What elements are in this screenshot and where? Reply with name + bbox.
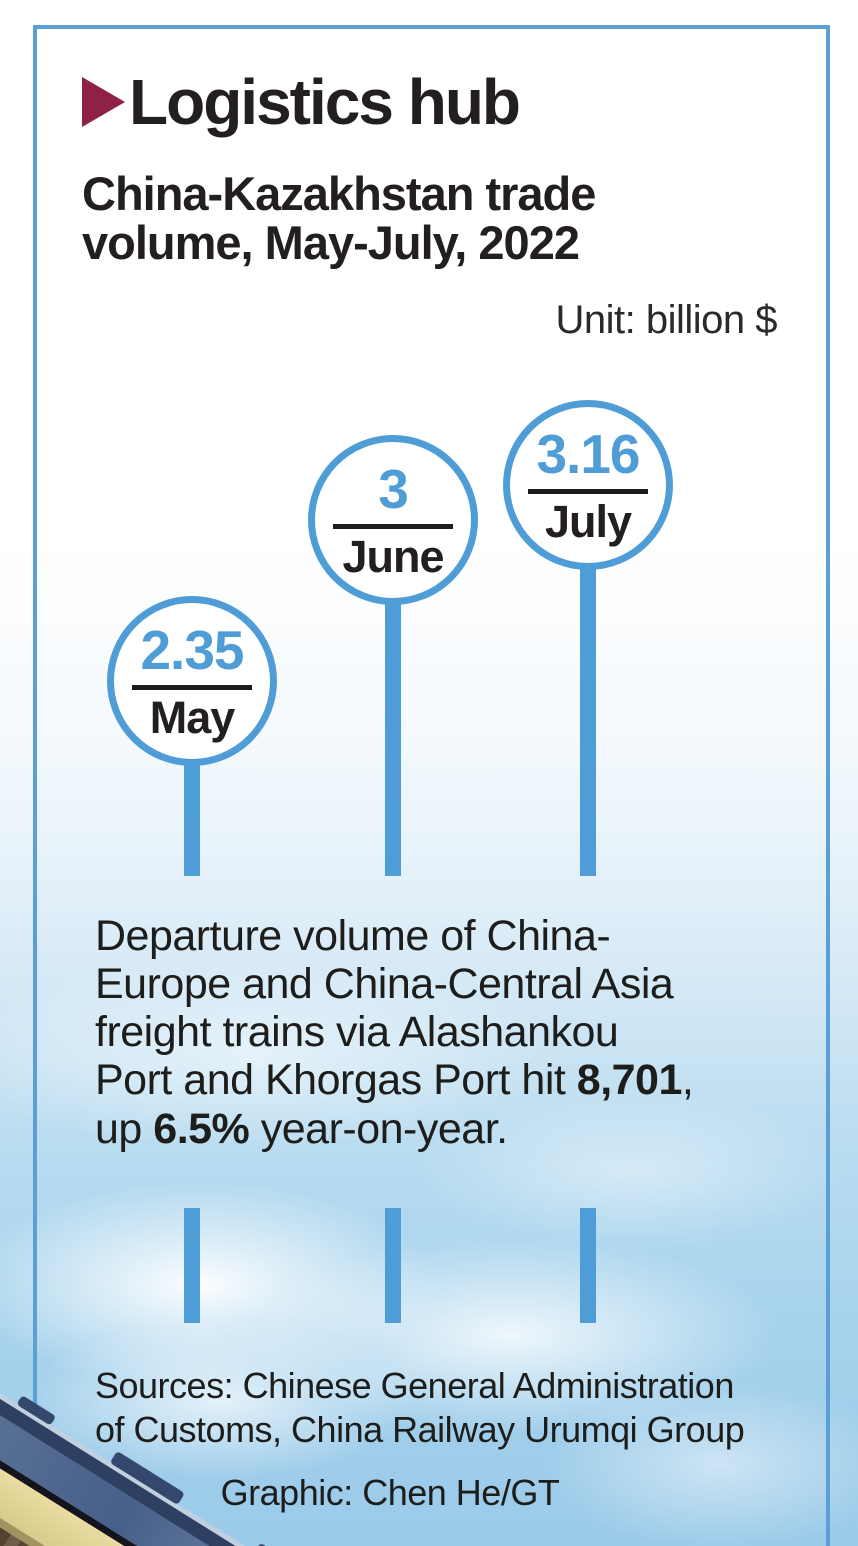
chart-title-line2: volume, May-July, 2022 (82, 215, 580, 269)
chart-title: China-Kazakhstan trade volume, May-July,… (82, 167, 596, 269)
stem-lower-june (385, 1208, 401, 1323)
kicker-title: Logistics hub (129, 66, 521, 138)
kicker: Logistics hub (82, 66, 521, 138)
annotation-line: up 6.5% year-on-year. (95, 1104, 508, 1153)
annotation-line: Departure volume of China- (95, 912, 611, 960)
stem-lower-july (580, 1208, 596, 1323)
sources-label: Sources: Chinese General Administration … (95, 1364, 745, 1452)
value-divider (132, 684, 252, 690)
annotation-line: Port and Khorgas Port hit 8,701, (95, 1056, 694, 1105)
annotation-line: Europe and China-Central Asia (95, 960, 674, 1009)
kicker-arrow-icon (82, 77, 125, 127)
chart-title-line1: China-Kazakhstan trade (82, 167, 596, 220)
stem-june (385, 598, 401, 876)
month-label: July (544, 495, 632, 547)
value-label: 3.16 (536, 422, 640, 485)
sources-line2: of Customs, China Railway Urumqi Group (95, 1408, 745, 1450)
data-point-june: 3 June (308, 435, 478, 605)
value-divider (333, 523, 453, 529)
stem-may (184, 759, 200, 876)
unit-label: Unit: billion $ (555, 298, 777, 342)
value-label: 3 (378, 457, 409, 520)
stem-lower-may (184, 1208, 200, 1323)
annotation-text: Departure volume of China- Europe and Chi… (95, 912, 694, 1153)
value-divider (528, 488, 648, 494)
month-label: May (149, 691, 236, 743)
sources-line1: Sources: Chinese General Administration (95, 1365, 734, 1406)
stem-july (580, 563, 596, 876)
month-label: June (342, 530, 444, 582)
annotation-line: freight trains via Alashankou (95, 1008, 619, 1057)
data-point-july: 3.16 July (503, 400, 673, 570)
value-label: 2.35 (140, 618, 244, 681)
data-point-may: 2.35 May (107, 596, 277, 766)
